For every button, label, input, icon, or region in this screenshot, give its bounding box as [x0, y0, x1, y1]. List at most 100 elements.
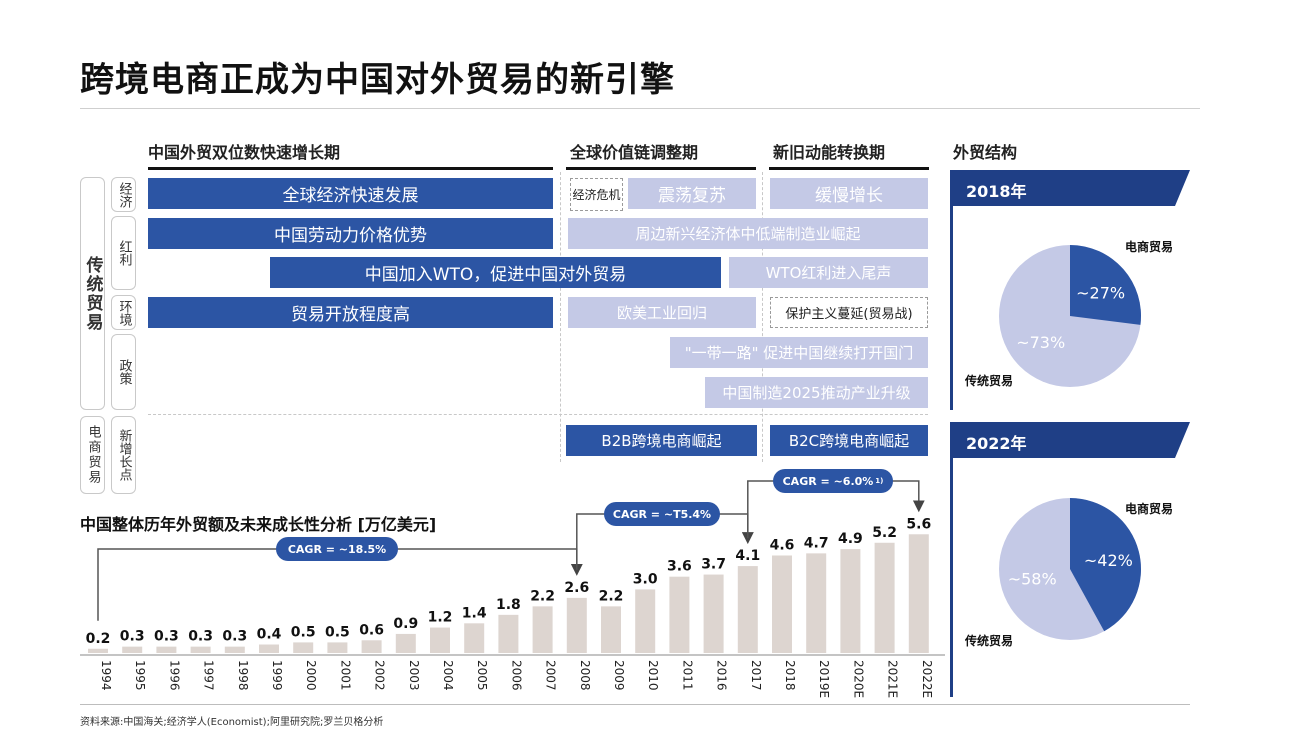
- bar-b2b-rise: B2B跨境电商崛起: [566, 425, 757, 456]
- value-label-1996: 0.3: [154, 629, 179, 645]
- footer-divider: [80, 704, 1190, 705]
- bar-2021E: [874, 542, 895, 653]
- traditional-trade-box: [80, 177, 105, 410]
- bar-2001: [327, 642, 348, 653]
- x-tick-2006: 2006: [509, 660, 523, 691]
- bar-2005: [464, 623, 485, 653]
- pie-2022-ecommerce-slice: [1070, 498, 1141, 632]
- x-tick-2003: 2003: [407, 660, 421, 691]
- bar-2007: [532, 606, 553, 653]
- value-label-1997: 0.3: [188, 629, 213, 645]
- value-label-1998: 0.3: [222, 629, 247, 645]
- value-label-2011: 3.6: [667, 559, 692, 575]
- row-label-dividend-wrap: 红利: [111, 216, 136, 290]
- value-label-2021E: 5.2: [872, 525, 897, 541]
- bar-wto-ending: WTO红利进入尾声: [729, 257, 928, 288]
- pie-2022-ecommerce-label: 电商贸易: [1125, 502, 1174, 516]
- cagr-pill-1: CAGR = ~18.5%: [276, 537, 398, 561]
- x-tick-2000: 2000: [304, 660, 318, 691]
- x-tick-2002: 2002: [373, 660, 387, 691]
- ecommerce-trade-box: [80, 416, 105, 494]
- panel-border-2018: [950, 170, 953, 410]
- bar-2009: [601, 606, 621, 653]
- row-label-dividend: 红利: [116, 240, 132, 266]
- pie-2022-traditional-pct: ~58%: [1008, 570, 1057, 589]
- bar-1995: [122, 646, 143, 653]
- x-tick-2018: 2018: [783, 660, 797, 691]
- bar-1994: [88, 648, 108, 653]
- banner-2018: [950, 170, 1190, 206]
- trade-structure-title: 外贸结构: [953, 143, 1018, 162]
- traditional-trade-text: 传统贸易: [82, 255, 103, 332]
- source-note: 资料来源:中国海关;经济学人(Economist);阿里研究院;罗兰贝格分析: [80, 717, 384, 728]
- bar-global-growth: 全球经济快速发展: [148, 178, 553, 209]
- bar-made-in-china-2025: 中国制造2025推动产业升级: [705, 377, 928, 408]
- x-tick-2016: 2016: [715, 660, 729, 691]
- banner-2018-label: 2018年: [966, 182, 1027, 201]
- x-tick-1999: 1999: [270, 660, 284, 691]
- bar-wto: 中国加入WTO，促进中国对外贸易: [270, 257, 721, 288]
- bar-2019E: [806, 553, 827, 653]
- row-box-dividend: [111, 216, 136, 290]
- bar-2002: [361, 640, 382, 653]
- row-label-environment: 环境: [116, 299, 132, 326]
- row-label-growth-wrap: 新增长点: [111, 416, 136, 494]
- bar-2003: [395, 633, 416, 653]
- bar-1997: [190, 646, 211, 653]
- page-title: 跨境电商正成为中国对外贸易的新引擎: [80, 60, 675, 100]
- bar-1996: [156, 646, 177, 653]
- row-box-policy: [111, 334, 136, 410]
- pie-2022-ecommerce-pct: ~42%: [1084, 551, 1133, 570]
- chart-title: 中国整体历年外贸额及未来成长性分析 [万亿美元]: [80, 515, 437, 534]
- panel-border-2022: [950, 422, 953, 697]
- x-tick-2005: 2005: [475, 660, 489, 691]
- phase-rule-3: [769, 167, 929, 170]
- value-label-2008: 2.6: [564, 580, 589, 596]
- x-tick-1998: 1998: [236, 660, 250, 691]
- x-tick-2004: 2004: [441, 660, 455, 691]
- phase-header-3: 新旧动能转换期: [773, 143, 886, 162]
- value-label-2010: 3.0: [633, 571, 658, 587]
- bar-belt-and-road: "一带一路" 促进中国继续打开国门: [670, 337, 928, 368]
- value-label-2017: 4.1: [735, 548, 760, 564]
- cagr-pill-3-footnote: 1): [875, 477, 884, 485]
- x-tick-2007: 2007: [544, 660, 558, 691]
- x-tick-2008: 2008: [578, 660, 592, 691]
- banner-2022: [950, 422, 1190, 458]
- x-tick-2010: 2010: [646, 660, 660, 691]
- bar-2022E: [908, 534, 929, 653]
- value-label-2003: 0.9: [393, 616, 418, 632]
- pie-2018: ~27% ~73%: [999, 245, 1141, 387]
- value-label-2020E: 4.9: [838, 531, 863, 547]
- row-label-economy: 经济: [116, 181, 132, 208]
- x-tick-2021E: 2021E: [886, 660, 900, 698]
- bar-2011: [669, 576, 690, 653]
- ecommerce-trade-label: 电商贸易: [80, 416, 105, 494]
- ecommerce-trade-text: 电商贸易: [85, 425, 101, 485]
- value-label-2001: 0.5: [325, 624, 350, 640]
- pie-2018-ecommerce-slice: [1070, 245, 1141, 325]
- x-tick-1996: 1996: [167, 660, 181, 691]
- bar-reindustrialization: 欧美工业回归: [568, 297, 756, 328]
- section-separator: [148, 414, 928, 415]
- bar-volatile-recovery: 震荡复苏: [628, 178, 756, 209]
- pie-2018-ecommerce-pct: ~27%: [1076, 284, 1125, 303]
- banner-2022-label: 2022年: [966, 434, 1027, 453]
- pie-2018-ecommerce-label: 电商贸易: [1125, 240, 1174, 254]
- cagr-pill-2: CAGR = ~T5.4%: [604, 502, 720, 526]
- bar-emerging-manufacturing: 周边新兴经济体中低端制造业崛起: [568, 218, 928, 249]
- x-tick-1997: 1997: [202, 660, 216, 691]
- value-label-1994: 0.2: [86, 631, 111, 647]
- value-label-2009: 2.2: [599, 588, 624, 604]
- row-box-growth: [111, 416, 136, 494]
- phase-header-2: 全球价值链调整期: [570, 143, 699, 162]
- title-divider: [80, 108, 1200, 109]
- value-label-2018: 4.6: [770, 537, 795, 553]
- x-tick-2011: 2011: [680, 660, 694, 691]
- bar-2020E: [840, 549, 861, 653]
- value-label-1999: 0.4: [257, 627, 282, 643]
- x-tick-1995: 1995: [133, 660, 147, 691]
- x-tick-2019E: 2019E: [817, 660, 831, 698]
- bar-slow-growth: 缓慢增长: [770, 178, 928, 209]
- row-label-growth: 新增长点: [116, 429, 132, 481]
